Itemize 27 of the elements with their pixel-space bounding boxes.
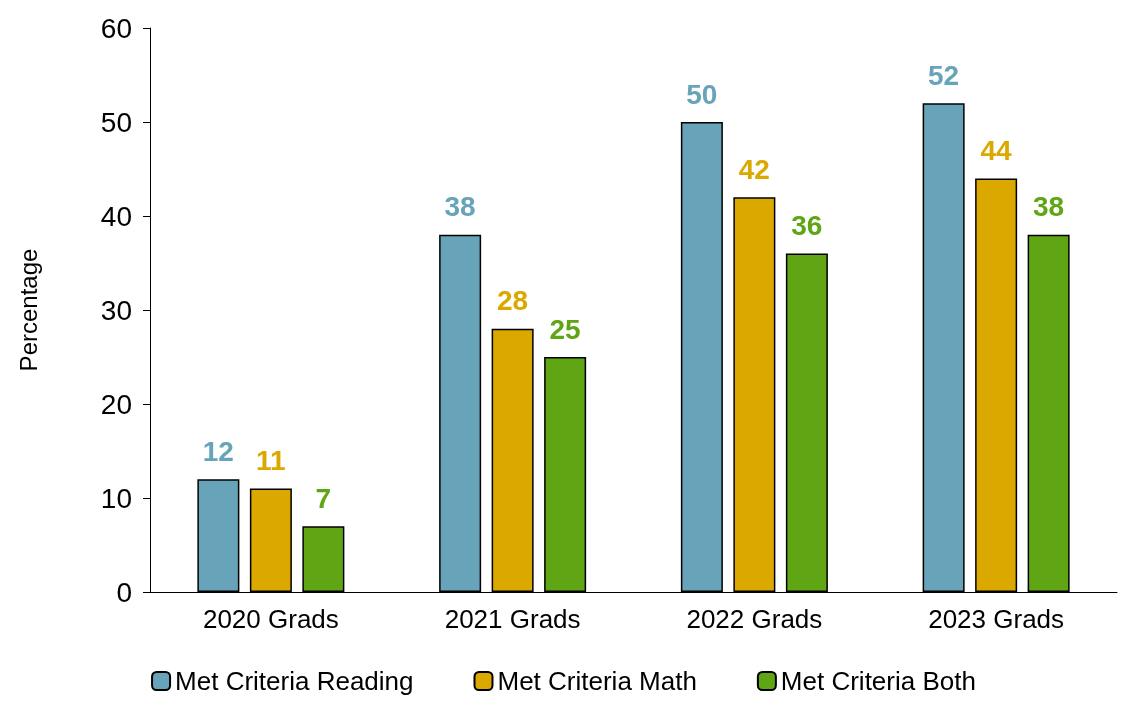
- data-label: 50: [686, 78, 718, 110]
- data-label: 42: [738, 153, 770, 185]
- y-tick-label: 0: [116, 576, 132, 608]
- data-label: 28: [497, 285, 529, 317]
- data-label: 52: [928, 59, 960, 91]
- legend-label: Met Criteria Math: [497, 666, 697, 696]
- y-axis-title: Percentage: [14, 248, 42, 372]
- data-label: 36: [791, 210, 823, 242]
- data-label: 11: [256, 445, 286, 477]
- y-tick-label: 10: [100, 482, 132, 514]
- data-label: 12: [202, 435, 234, 467]
- y-tick-label: 40: [100, 200, 132, 232]
- y-tick-label: 30: [100, 294, 132, 326]
- legend-label: Met Criteria Both: [780, 666, 976, 696]
- y-tick-label: 20: [100, 388, 132, 420]
- x-tick-label: 2023 Grads: [928, 604, 1065, 634]
- data-label: 38: [444, 191, 476, 223]
- y-tick-label: 50: [100, 106, 132, 138]
- data-label: 7: [315, 482, 332, 514]
- y-tick-label: 60: [100, 12, 132, 44]
- legend-label: Met Criteria Reading: [175, 666, 414, 696]
- x-tick-label: 2021 Grads: [444, 604, 581, 634]
- data-label: 25: [549, 313, 581, 345]
- x-tick-label: 2020 Grads: [202, 604, 339, 634]
- x-tick-label: 2022 Grads: [686, 604, 823, 634]
- data-label: 38: [1033, 191, 1065, 223]
- data-label: 44: [980, 134, 1013, 166]
